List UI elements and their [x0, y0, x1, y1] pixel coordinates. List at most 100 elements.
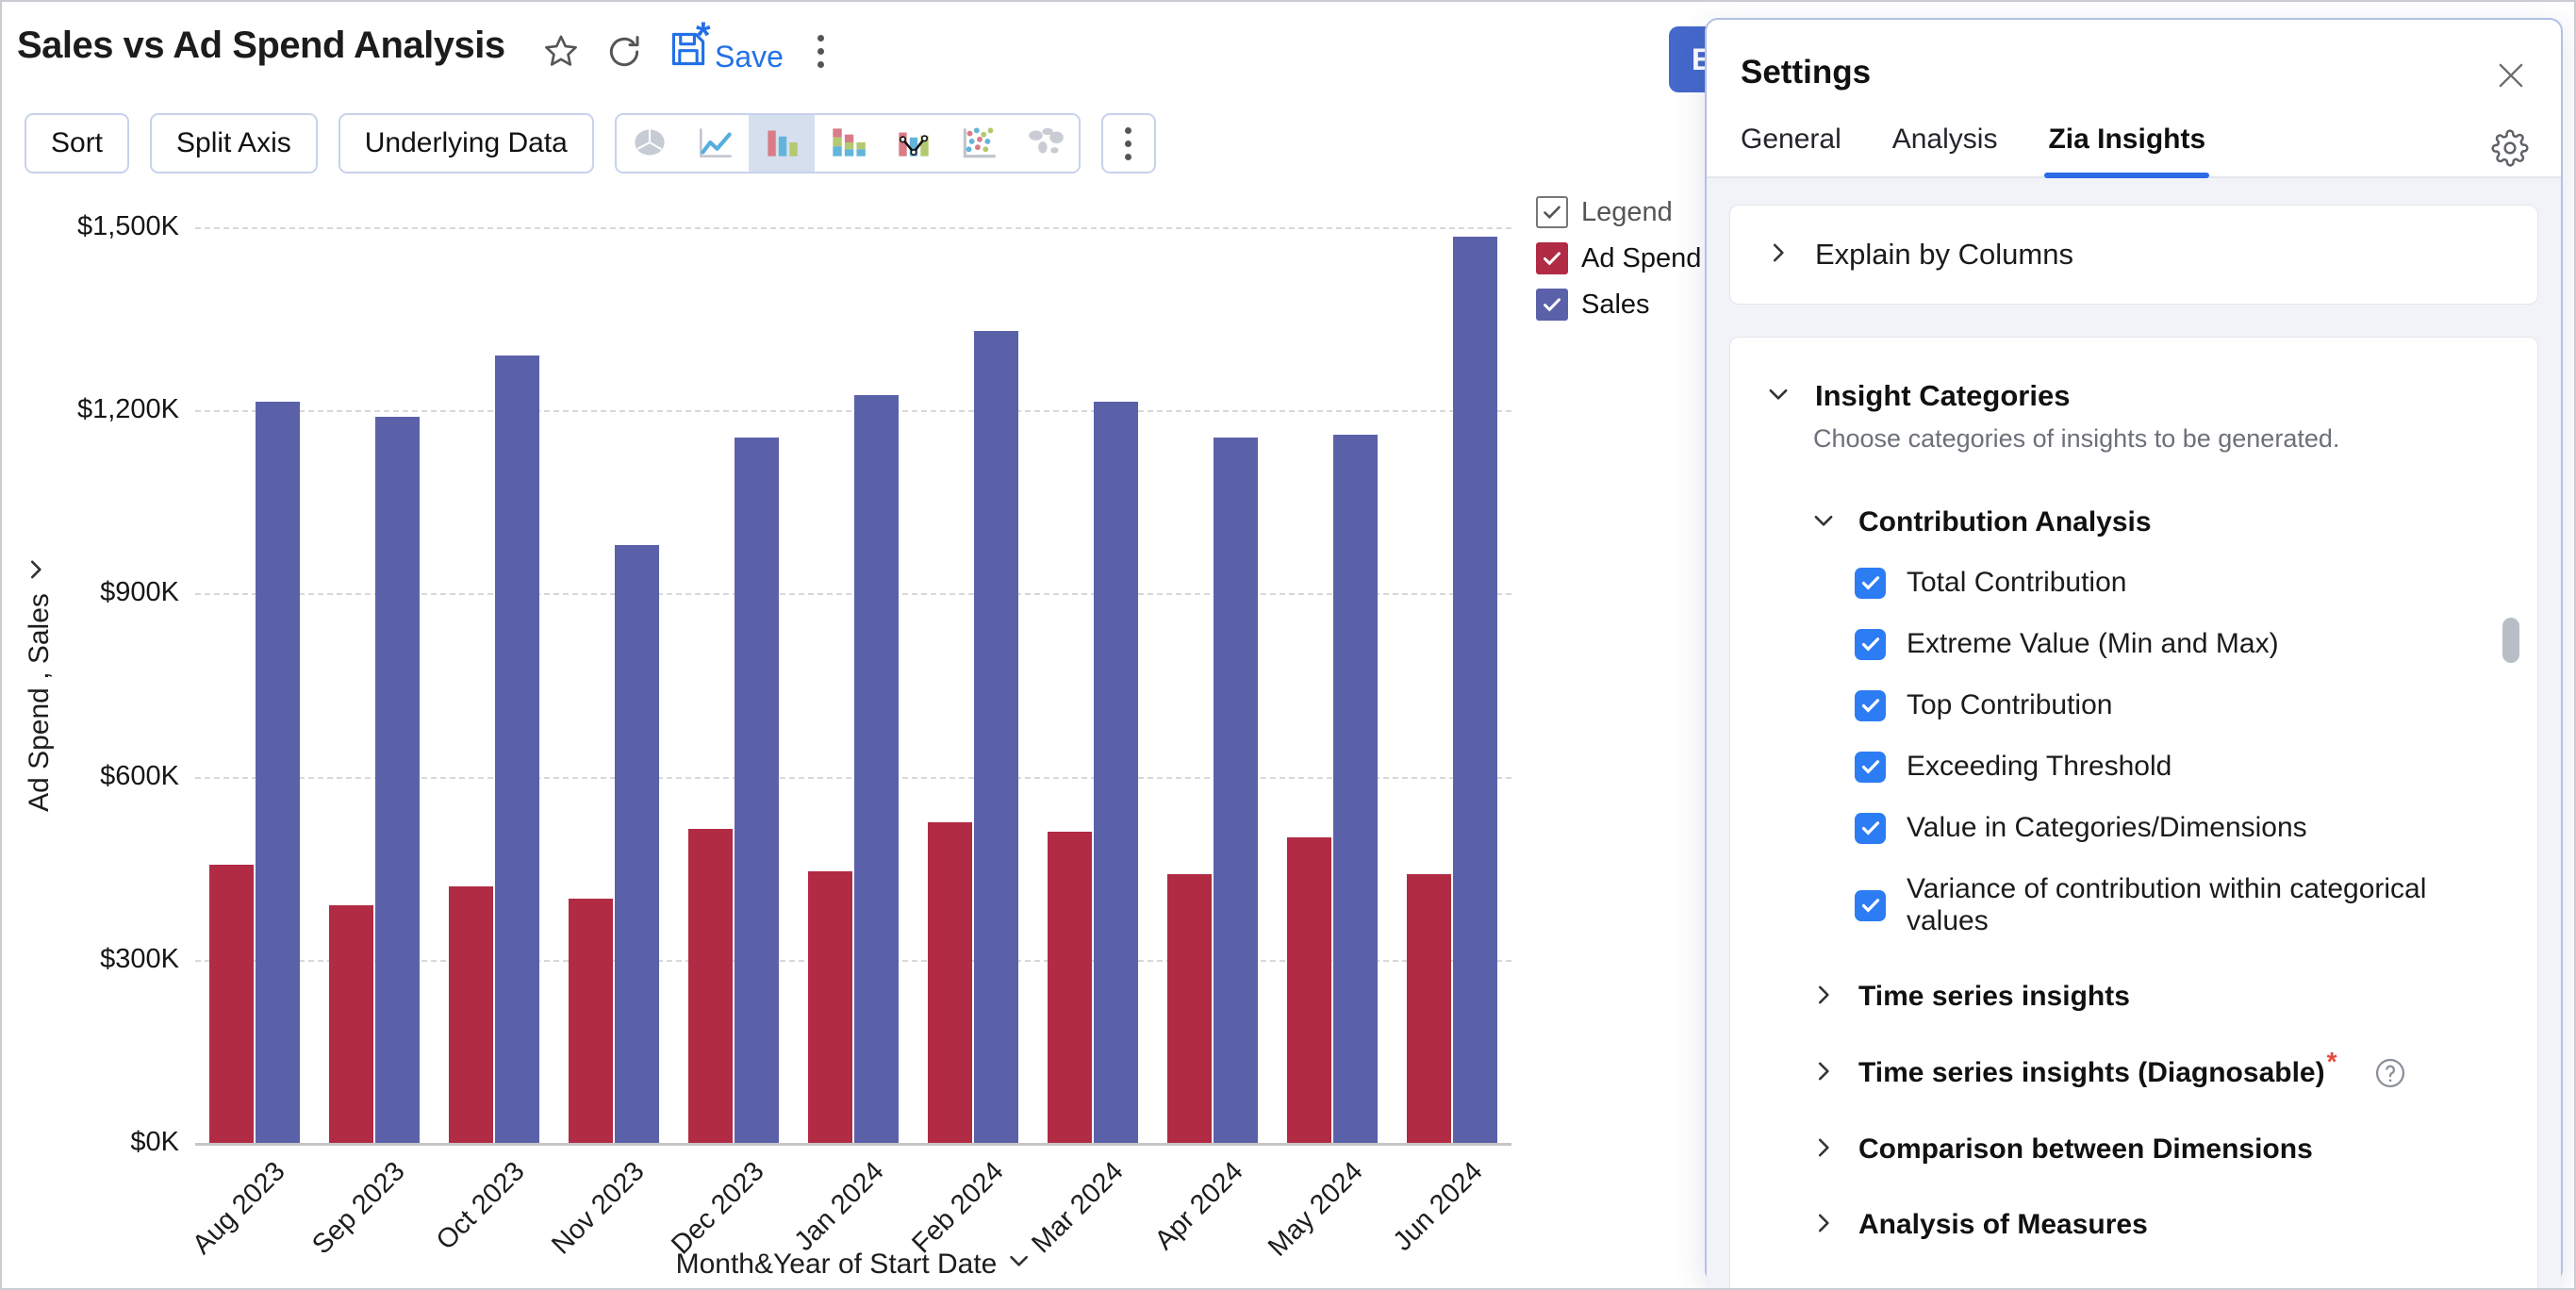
ad-spend-bar[interactable]	[808, 871, 852, 1143]
sales-bar[interactable]	[1214, 438, 1258, 1143]
scatter-chart-icon	[958, 123, 1001, 165]
tab-zia-insights[interactable]: Zia Insights	[2048, 124, 2205, 176]
insight-category-groups: Contribution Analysis Total Contribution E…	[1811, 506, 2503, 1241]
split-axis-button[interactable]: Split Axis	[150, 113, 318, 174]
sales-bar[interactable]	[1453, 237, 1497, 1143]
chevron-right-icon	[1811, 983, 1836, 1012]
legend: Legend Ad Spend Sales	[1536, 196, 1701, 321]
checkbox-checked	[1855, 752, 1886, 783]
checkbox-row-top-contribution[interactable]: Top Contribution	[1855, 689, 2503, 721]
ad-spend-bar[interactable]	[1048, 832, 1092, 1143]
close-icon[interactable]	[2489, 54, 2533, 100]
gear-icon[interactable]	[2491, 129, 2529, 172]
chart-type-scatter-chart-button[interactable]	[947, 115, 1013, 172]
group-label: Time series insights	[1858, 981, 2130, 1013]
save-button[interactable]: * Save	[668, 28, 784, 74]
checkbox-label: Exceeding Threshold	[1907, 751, 2171, 783]
legend-master-checkbox	[1536, 196, 1568, 228]
y-axis-title[interactable]: Ad Spend , Sales	[24, 557, 56, 812]
x-tick-label: Mar 2024	[1026, 1156, 1130, 1260]
underlying-data-button[interactable]: Underlying Data	[339, 113, 594, 174]
ad-spend-bar[interactable]	[329, 905, 373, 1143]
more-chart-types-icon[interactable]	[1101, 113, 1156, 174]
sales-bar[interactable]	[974, 331, 1018, 1143]
tab-analysis[interactable]: Analysis	[1892, 124, 1998, 176]
x-tick-label: May 2024	[1263, 1156, 1369, 1263]
explain-by-columns-label: Explain by Columns	[1815, 238, 2073, 272]
required-marker: *	[2327, 1047, 2337, 1076]
sales-bar[interactable]	[1094, 402, 1138, 1144]
ad-spend-bar[interactable]	[1167, 874, 1212, 1143]
checkbox-label: Total Contribution	[1907, 567, 2126, 599]
x-tick-label: Jan 2024	[789, 1156, 891, 1258]
insight-categories-section: Insight Categories Choose categories of …	[1729, 337, 2538, 1290]
sales-bar[interactable]	[854, 395, 899, 1143]
chart-type-map-chart-button[interactable]	[1013, 115, 1079, 172]
checkbox-checked	[1855, 813, 1886, 844]
checkbox-row-variance-of-contribution-within-categorical-values[interactable]: Variance of contribution within categori…	[1855, 873, 2503, 937]
header-actions: * Save	[541, 28, 834, 74]
checkbox-row-total-contribution[interactable]: Total Contribution	[1855, 567, 2503, 599]
bar-group-nov-2023	[554, 227, 674, 1143]
sales-bar[interactable]	[735, 438, 779, 1143]
help-icon[interactable]	[2373, 1056, 2407, 1090]
map-chart-icon	[1024, 123, 1067, 165]
refresh-icon[interactable]	[605, 33, 643, 71]
group-comparison-between-dimensions[interactable]: Comparison between Dimensions	[1811, 1133, 2503, 1166]
scrollbar-thumb[interactable]	[2502, 618, 2519, 663]
kebab-icon	[1115, 124, 1141, 164]
sales-bar[interactable]	[375, 417, 420, 1143]
legend-label: Ad Spend	[1581, 243, 1701, 274]
x-axis-title[interactable]: Month&Year of Start Date	[676, 1249, 1032, 1281]
x-tick-label: Nov 2023	[546, 1156, 651, 1261]
stacked-bar-chart-icon	[826, 123, 869, 165]
checkbox-row-value-in-categories-dimensions[interactable]: Value in Categories/Dimensions	[1855, 812, 2503, 844]
group-analysis-of-measures[interactable]: Analysis of Measures	[1811, 1209, 2503, 1241]
group-label: Comparison between Dimensions	[1858, 1133, 2313, 1166]
checkbox-label: Value in Categories/Dimensions	[1907, 812, 2307, 844]
ad-spend-bar[interactable]	[569, 899, 613, 1143]
x-tick-label: Dec 2023	[666, 1156, 770, 1261]
chart-type-combo-chart-button[interactable]	[881, 115, 947, 172]
ad-spend-bar[interactable]	[1287, 837, 1331, 1143]
ad-spend-bar[interactable]	[928, 822, 972, 1143]
legend-item-legend[interactable]: Legend	[1536, 196, 1701, 228]
ad-spend-bar[interactable]	[209, 865, 254, 1143]
ad-spend-bar[interactable]	[449, 886, 493, 1143]
checkbox-checked	[1855, 629, 1886, 660]
x-tick-label: Sep 2023	[307, 1156, 412, 1261]
group-time-series-insights[interactable]: Time series insights	[1811, 981, 2503, 1013]
series-checkbox	[1536, 242, 1568, 274]
checkbox-row-extreme-value-min-and-max-[interactable]: Extreme Value (Min and Max)	[1855, 628, 2503, 660]
insight-categories-label: Insight Categories	[1815, 379, 2070, 413]
group-time-series-insights-diagnosable-[interactable]: Time series insights (Diagnosable)*	[1811, 1056, 2503, 1090]
checkbox-row-exceeding-threshold[interactable]: Exceeding Threshold	[1855, 751, 2503, 783]
pie-chart-icon	[628, 123, 671, 165]
chart-type-bar-chart-button[interactable]	[749, 115, 815, 172]
chevron-down-icon	[24, 557, 56, 582]
x-tick-label: Feb 2024	[906, 1156, 1010, 1260]
chart-type-line-chart-button[interactable]	[683, 115, 749, 172]
group-contribution-analysis[interactable]: Contribution Analysis	[1811, 506, 2503, 538]
ad-spend-bar[interactable]	[688, 829, 733, 1143]
chart-type-stacked-bar-chart-button[interactable]	[815, 115, 881, 172]
tab-general[interactable]: General	[1741, 124, 1841, 176]
legend-item-sales[interactable]: Sales	[1536, 289, 1701, 321]
x-tick-label: Oct 2023	[431, 1156, 532, 1257]
sales-bar[interactable]	[1333, 435, 1378, 1143]
sales-bar[interactable]	[495, 356, 539, 1143]
unsaved-asterisk: *	[696, 15, 711, 58]
sales-bar[interactable]	[615, 545, 659, 1143]
insight-categories-header[interactable]: Insight Categories	[1766, 379, 2503, 413]
ad-spend-bar[interactable]	[1407, 874, 1451, 1143]
favorite-star-icon[interactable]	[541, 32, 581, 72]
explain-by-columns-section[interactable]: Explain by Columns	[1729, 205, 2538, 305]
bar-group-aug-2023	[195, 227, 315, 1143]
sort-button[interactable]: Sort	[25, 113, 129, 174]
settings-title: Settings	[1741, 54, 1871, 91]
bar-group-mar-2024	[1032, 227, 1152, 1143]
legend-item-ad-spend[interactable]: Ad Spend	[1536, 242, 1701, 274]
sales-bar[interactable]	[256, 402, 300, 1144]
more-options-icon[interactable]	[808, 31, 834, 72]
chart-type-pie-chart-button[interactable]	[617, 115, 683, 172]
